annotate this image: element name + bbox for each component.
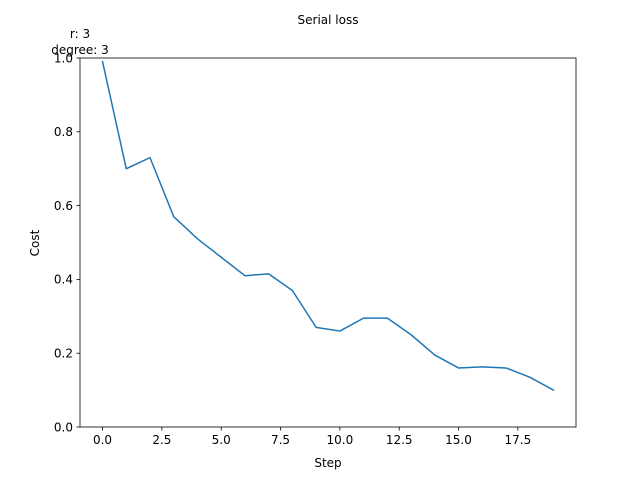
x-tick-label: 10.0 bbox=[327, 433, 354, 447]
y-tick-label: 0.2 bbox=[54, 347, 73, 361]
x-tick-label: 7.5 bbox=[271, 433, 290, 447]
y-tick-label: 0.8 bbox=[54, 125, 73, 139]
annotation-line-1: r: 3 bbox=[70, 27, 90, 41]
x-tick-label: 15.0 bbox=[445, 433, 472, 447]
y-tick-label: 0.6 bbox=[54, 199, 73, 213]
y-axis-label: Cost bbox=[28, 229, 42, 256]
x-tick-label: 17.5 bbox=[504, 433, 531, 447]
x-tick-label: 0.0 bbox=[93, 433, 112, 447]
x-tick-label: 2.5 bbox=[152, 433, 171, 447]
x-tick-label: 5.0 bbox=[212, 433, 231, 447]
y-tick-label: 0.4 bbox=[54, 273, 73, 287]
x-axis-label: Step bbox=[314, 456, 341, 470]
plot-area: 0.0 2.5 5.0 7.5 10.0 12.5 15.0 17.5 0.0 0.2 0.4 0.6… bbox=[54, 51, 577, 447]
y-tick-label: 1.0 bbox=[54, 51, 73, 65]
series-line-0 bbox=[101, 60, 555, 392]
y-tick-label: 0.0 bbox=[54, 420, 73, 434]
axes-frame bbox=[79, 57, 577, 428]
x-tick-label: 12.5 bbox=[386, 433, 413, 447]
chart-title: Serial loss bbox=[298, 13, 359, 27]
annotation-line-2: degree: 3 bbox=[51, 43, 109, 57]
